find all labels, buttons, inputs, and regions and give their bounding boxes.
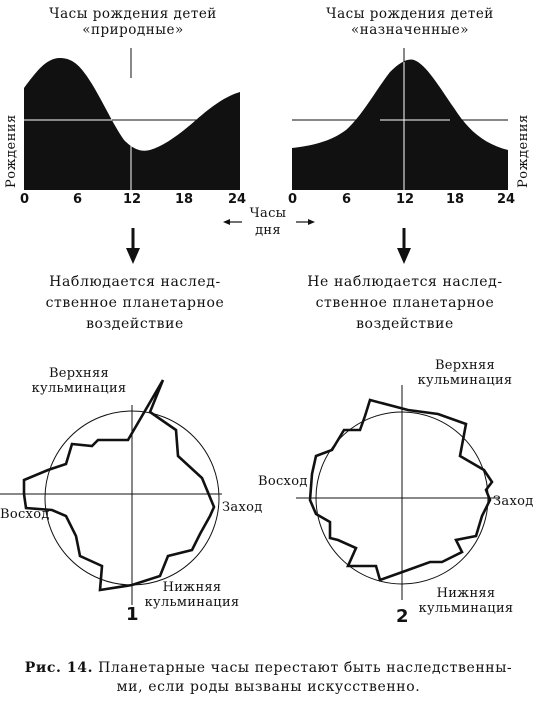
left-panel-title: Часы рождения детей «природные»: [28, 6, 238, 38]
left-tick-12: 12: [123, 192, 142, 207]
polar-2-right-label: Заход: [493, 494, 534, 509]
left-panel-title-line2: «природные»: [82, 22, 184, 38]
figure-caption-text-line1: Планетарные часы перестают быть наследст…: [98, 660, 513, 676]
left-observation-line3: воздействие: [86, 316, 184, 332]
left-pointing-arrow-head: [223, 219, 230, 225]
right-observation-line2: ственное планетарное: [315, 295, 495, 311]
polar-1-top-label-line2: кульминация: [31, 381, 127, 396]
right-pointing-arrow-head: [308, 219, 315, 225]
left-observation-line1: Наблюдается наслед-: [49, 274, 221, 290]
right-tick-24: 24: [497, 192, 516, 207]
x-axis-label: Часы дня: [240, 205, 296, 239]
polar-2-bottom-label-line2: кульминация: [418, 601, 514, 616]
x-axis-label-line2: дня: [255, 223, 281, 238]
right-tick-6: 6: [342, 192, 352, 207]
polar-1-bottom-label: Нижняя кульминация: [136, 580, 248, 610]
polar-2-top-label-line1: Верхняя: [434, 358, 496, 373]
polar-2-bottom-label: Нижняя кульминация: [410, 586, 522, 616]
left-down-arrow-head: [126, 248, 140, 264]
polar-2-observed-curve: [308, 398, 494, 582]
right-birth-area: [292, 59, 508, 190]
right-panel-title-line2: «назначенные»: [350, 22, 470, 38]
right-tick-12: 12: [396, 192, 415, 207]
x-axis-label-line1: Часы: [249, 206, 287, 221]
left-observation-line2: ственное планетарное: [45, 295, 225, 311]
right-observation-line3: воздействие: [356, 316, 454, 332]
left-tick-24: 24: [228, 192, 247, 207]
figure-caption: Рис. 14. Планетарные часы перестают быть…: [0, 659, 537, 697]
polar-1-observed-curve: [22, 379, 216, 592]
left-tick-6: 6: [73, 192, 83, 207]
right-panel-title-line1: Часы рождения детей: [326, 6, 494, 22]
figure-caption-line2: ми, если роды вызваны искусственно.: [116, 679, 421, 695]
polar-1-number: 1: [126, 604, 139, 625]
polar-2-number: 2: [396, 606, 409, 627]
right-panel-title: Часы рождения детей «назначенные»: [300, 6, 520, 38]
left-tick-0: 0: [20, 192, 30, 207]
polar-1-bottom-label-line2: кульминация: [144, 595, 240, 610]
right-tick-18: 18: [446, 192, 465, 207]
right-tick-0: 0: [288, 192, 298, 207]
figure-caption-line1: Рис. 14. Планетарные часы перестают быть…: [0, 659, 537, 678]
polar-1-right-label: Заход: [222, 500, 263, 515]
right-down-arrow-head: [397, 248, 411, 264]
right-observation-line1: Не наблюдается наслед-: [307, 274, 503, 290]
polar-2-left-label: Восход: [258, 474, 308, 489]
right-observation: Не наблюдается наслед- ственное планетар…: [282, 272, 528, 335]
polar-2-bottom-label-line1: Нижняя: [436, 586, 496, 601]
polar-2-top-label-line2: кульминация: [417, 373, 513, 388]
left-panel-title-line1: Часы рождения детей: [49, 6, 217, 22]
polar-2-top-label: Верхняя кульминация: [400, 358, 530, 388]
figure-caption-prefix: Рис. 14.: [24, 660, 94, 676]
polar-1-top-label-line1: Верхняя: [48, 366, 110, 381]
left-observation: Наблюдается наслед- ственное планетарное…: [20, 272, 250, 335]
left-tick-18: 18: [175, 192, 194, 207]
left-birth-area: [24, 58, 240, 190]
polar-1-top-label: Верхняя кульминация: [14, 366, 144, 396]
polar-1-bottom-label-line1: Нижняя: [162, 580, 222, 595]
polar-1-left-label: Восход: [0, 507, 50, 522]
